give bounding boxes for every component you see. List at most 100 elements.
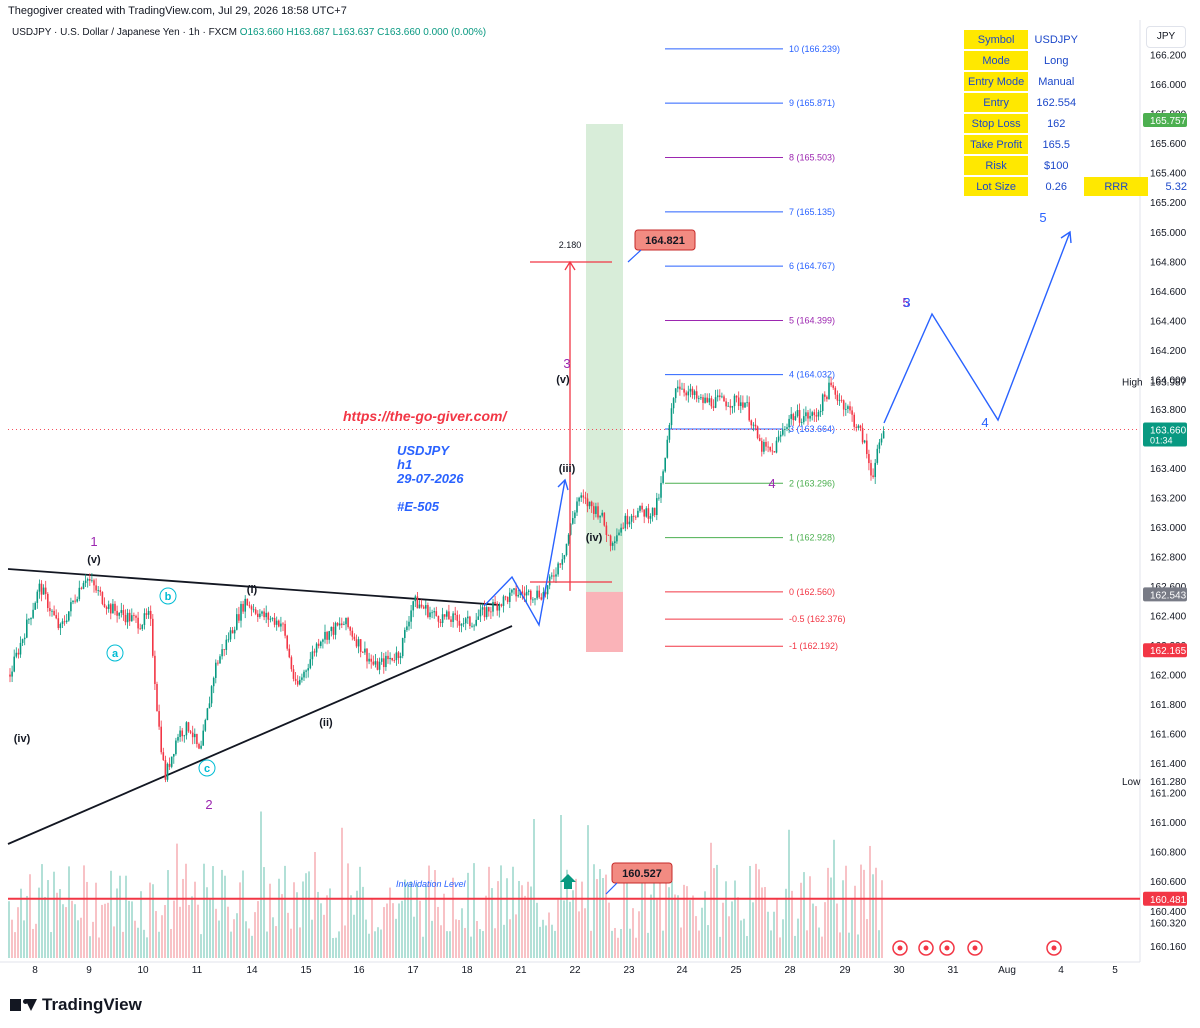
wave-label: (v) — [556, 374, 570, 386]
candle-body — [278, 620, 280, 627]
candle-body — [805, 412, 807, 417]
y-tick-label: 161.000 — [1150, 818, 1187, 829]
candle-body — [742, 402, 744, 408]
candle-body — [168, 763, 171, 767]
price-axis-value: 165.757 — [1150, 116, 1187, 127]
candle-body — [65, 620, 68, 623]
fib-level-label: 5 (164.399) — [789, 315, 835, 325]
candle-body — [404, 629, 406, 639]
price-axis-badge — [1143, 587, 1187, 602]
candle-body — [425, 605, 427, 609]
candle-body — [639, 505, 641, 511]
price-axis-badge — [1143, 643, 1187, 658]
candle-body — [114, 603, 116, 611]
candle-body — [11, 671, 13, 677]
candle-body — [754, 424, 757, 427]
candle-body — [412, 601, 414, 611]
candle-body — [320, 641, 322, 646]
candle-body — [605, 525, 608, 535]
info-value: 162 — [1030, 114, 1083, 133]
candle-body — [215, 662, 217, 678]
candle-body — [483, 607, 486, 618]
candle-body — [471, 625, 473, 627]
candle-body — [68, 611, 70, 621]
candle-body — [351, 630, 354, 637]
fib-level-label: 3 (163.664) — [789, 424, 835, 434]
candle-body — [271, 617, 274, 619]
candle-body — [236, 614, 238, 630]
candle-body — [731, 406, 734, 408]
x-tick-label: 29 — [839, 965, 851, 976]
candle-body — [246, 598, 249, 606]
candle-body — [395, 652, 398, 661]
candle-body — [662, 471, 664, 483]
candle-body — [840, 399, 843, 401]
price-axis-value: 163.660 — [1150, 426, 1187, 437]
candle-body — [233, 629, 236, 634]
candle-body — [170, 756, 173, 767]
candle-body — [626, 515, 629, 525]
candle-body — [196, 733, 198, 745]
candle-body — [84, 580, 87, 584]
candle-body — [842, 400, 845, 410]
candle-body — [838, 399, 841, 401]
candle-body — [429, 612, 431, 618]
candle-body — [746, 402, 748, 404]
candle-body — [191, 732, 194, 738]
fib-level-label: -0.5 (162.376) — [789, 614, 846, 624]
chart-attribution: Thegogiver created with TradingView.com,… — [8, 5, 347, 17]
candle-body — [540, 597, 543, 600]
candle-body — [282, 623, 284, 625]
candle-body — [853, 414, 855, 427]
candle-body — [572, 518, 574, 524]
currency-selector[interactable]: JPY — [1146, 26, 1186, 48]
candle-body — [450, 619, 452, 622]
wave-label: 5 — [1039, 210, 1046, 225]
candle-body — [366, 648, 368, 662]
candle-body — [259, 613, 261, 618]
candle-body — [420, 604, 423, 607]
symbol-legend: USDJPY · U.S. Dollar / Japanese Yen · 1h… — [12, 27, 486, 38]
website-url: https://the-go-giver.com/ — [343, 408, 508, 424]
info-value: 0.26 — [1030, 177, 1083, 196]
candle-body — [275, 620, 278, 625]
y-tick-label: 166.000 — [1150, 80, 1187, 91]
candle-body — [446, 611, 448, 617]
candle-body — [177, 737, 179, 741]
candle-body — [584, 497, 587, 499]
candle-body — [183, 735, 186, 737]
candle-body — [257, 613, 259, 618]
candle-body — [832, 385, 834, 388]
candle-body — [521, 591, 524, 594]
info-key: Lot Size — [964, 177, 1029, 196]
candle-body — [601, 512, 603, 516]
x-tick-label: 10 — [137, 965, 149, 976]
candle-body — [488, 607, 490, 612]
price-axis-value: 160.481 — [1150, 895, 1187, 906]
candle-body — [17, 652, 20, 655]
candle-body — [299, 679, 301, 685]
candle-body — [229, 630, 232, 640]
candle-body — [706, 397, 708, 403]
price-axis-tag: Low — [1122, 777, 1141, 788]
candle-body — [131, 615, 133, 622]
candle-body — [670, 408, 673, 426]
candle-body — [821, 394, 824, 412]
candle-body — [145, 613, 148, 615]
candle-body — [681, 388, 683, 390]
candle-body — [502, 596, 505, 606]
candle-body — [273, 617, 276, 625]
info-value: Manual — [1030, 72, 1083, 91]
candle-body — [194, 733, 196, 738]
candle-body — [769, 446, 771, 451]
candle-body — [372, 661, 375, 665]
tradingview-logo-icon — [10, 997, 37, 1013]
candle-body — [826, 396, 828, 400]
candle-body — [53, 610, 55, 616]
candle-body — [72, 600, 74, 603]
bottom-pointer — [605, 882, 618, 895]
candle-body — [152, 618, 154, 656]
candle-body — [813, 412, 816, 416]
candle-body — [147, 610, 150, 615]
